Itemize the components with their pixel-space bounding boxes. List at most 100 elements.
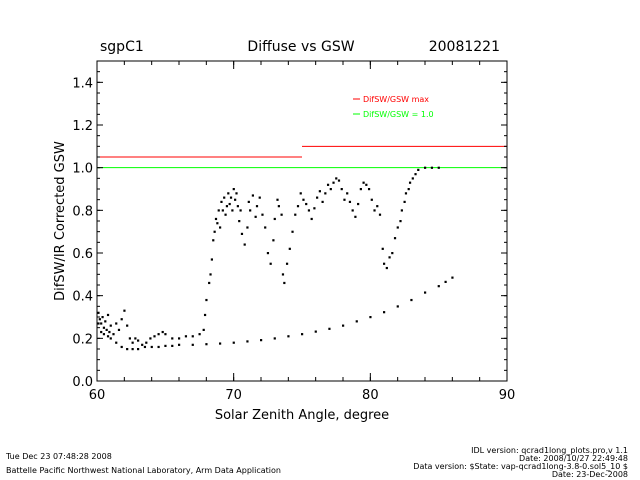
- data-point: [120, 318, 123, 321]
- data-point: [213, 230, 216, 233]
- data-point: [203, 313, 207, 317]
- data-point: [149, 337, 152, 340]
- data-point: [223, 196, 226, 199]
- x-tick-label: 80: [362, 388, 379, 403]
- data-point: [307, 209, 311, 212]
- data-point: [98, 318, 101, 321]
- data-point: [126, 324, 129, 327]
- data-point: [424, 166, 427, 169]
- data-point: [214, 217, 218, 221]
- data-point: [178, 343, 181, 346]
- data-point: [239, 209, 242, 212]
- data-point: [240, 232, 244, 235]
- data-point: [273, 217, 276, 221]
- data-point: [414, 173, 417, 176]
- footer-timestamp: Tue Dec 23 07:48:28 2008: [5, 452, 112, 461]
- data-point: [305, 202, 308, 206]
- x-tick-label: 70: [225, 388, 242, 403]
- data-point: [202, 328, 205, 331]
- data-point: [343, 198, 346, 201]
- data-point: [212, 239, 215, 242]
- data-point: [451, 276, 454, 279]
- legend-label: DifSW/GSW max: [363, 95, 429, 104]
- legend-label: DifSW/GSW = 1.0: [363, 110, 434, 119]
- x-axis: 60 70 80 90: [89, 61, 516, 403]
- data-point: [313, 207, 316, 210]
- data-point: [383, 262, 386, 265]
- data-point: [178, 337, 181, 340]
- y-tick-label: 1.2: [72, 119, 93, 134]
- data-point: [198, 333, 201, 336]
- data-point: [164, 344, 167, 347]
- data-point: [385, 266, 388, 270]
- data-point: [399, 220, 402, 223]
- data-point: [396, 226, 399, 229]
- data-point: [205, 343, 208, 346]
- data-point: [355, 320, 358, 323]
- data-point: [210, 258, 213, 261]
- data-point: [157, 345, 160, 349]
- data-point: [120, 345, 123, 349]
- data-point: [411, 177, 414, 180]
- data-point: [227, 192, 230, 195]
- y-tick-label: 0.0: [72, 375, 93, 390]
- data-point: [97, 311, 100, 314]
- data-point: [229, 196, 233, 199]
- data-point: [381, 247, 384, 250]
- data-point: [376, 205, 379, 208]
- data-point: [171, 344, 174, 347]
- data-point: [393, 237, 397, 240]
- data-point: [261, 213, 264, 216]
- data-point: [145, 341, 148, 344]
- data-point: [321, 200, 324, 203]
- data-point: [329, 188, 332, 191]
- data-point: [191, 335, 194, 338]
- data-point: [291, 230, 294, 233]
- data-point: [404, 192, 408, 195]
- data-point: [370, 198, 373, 201]
- data-point: [296, 205, 300, 208]
- data-point: [191, 343, 194, 346]
- data-point: [342, 324, 345, 327]
- data-point: [272, 239, 275, 242]
- data-point: [106, 335, 110, 338]
- data-point: [246, 340, 249, 343]
- data-point: [106, 313, 110, 317]
- data-point: [328, 327, 331, 330]
- data-point: [109, 324, 112, 327]
- footer-data-version: Data version: $State: vap-qcrad1long-3.8…: [413, 462, 628, 471]
- data-point: [115, 322, 118, 325]
- data-point: [437, 285, 440, 288]
- data-point: [243, 243, 246, 246]
- data-point: [249, 209, 252, 212]
- data-point: [236, 205, 239, 208]
- data-point: [367, 188, 371, 191]
- data-point: [388, 256, 391, 259]
- site-label: sgpC1: [100, 39, 144, 55]
- data-point: [354, 215, 357, 218]
- data-point: [264, 226, 267, 229]
- data-points: [97, 166, 454, 351]
- data-point: [340, 188, 343, 191]
- data-point: [221, 209, 224, 212]
- data-point: [105, 328, 108, 331]
- data-point: [115, 341, 118, 344]
- data-point: [277, 205, 280, 208]
- data-point: [137, 339, 140, 342]
- data-point: [246, 226, 249, 229]
- data-point: [224, 213, 227, 216]
- data-point: [348, 200, 352, 203]
- data-point: [280, 213, 283, 216]
- data-point: [141, 343, 144, 346]
- data-point: [281, 273, 285, 276]
- data-point: [100, 330, 103, 334]
- data-point: [216, 222, 219, 225]
- data-point: [324, 192, 327, 195]
- data-point: [357, 202, 360, 206]
- x-tick-label: 90: [499, 388, 516, 403]
- date-label: 20081221: [429, 39, 500, 55]
- data-point: [131, 348, 134, 351]
- data-point: [346, 192, 349, 195]
- data-point: [302, 198, 305, 201]
- data-point: [238, 220, 241, 223]
